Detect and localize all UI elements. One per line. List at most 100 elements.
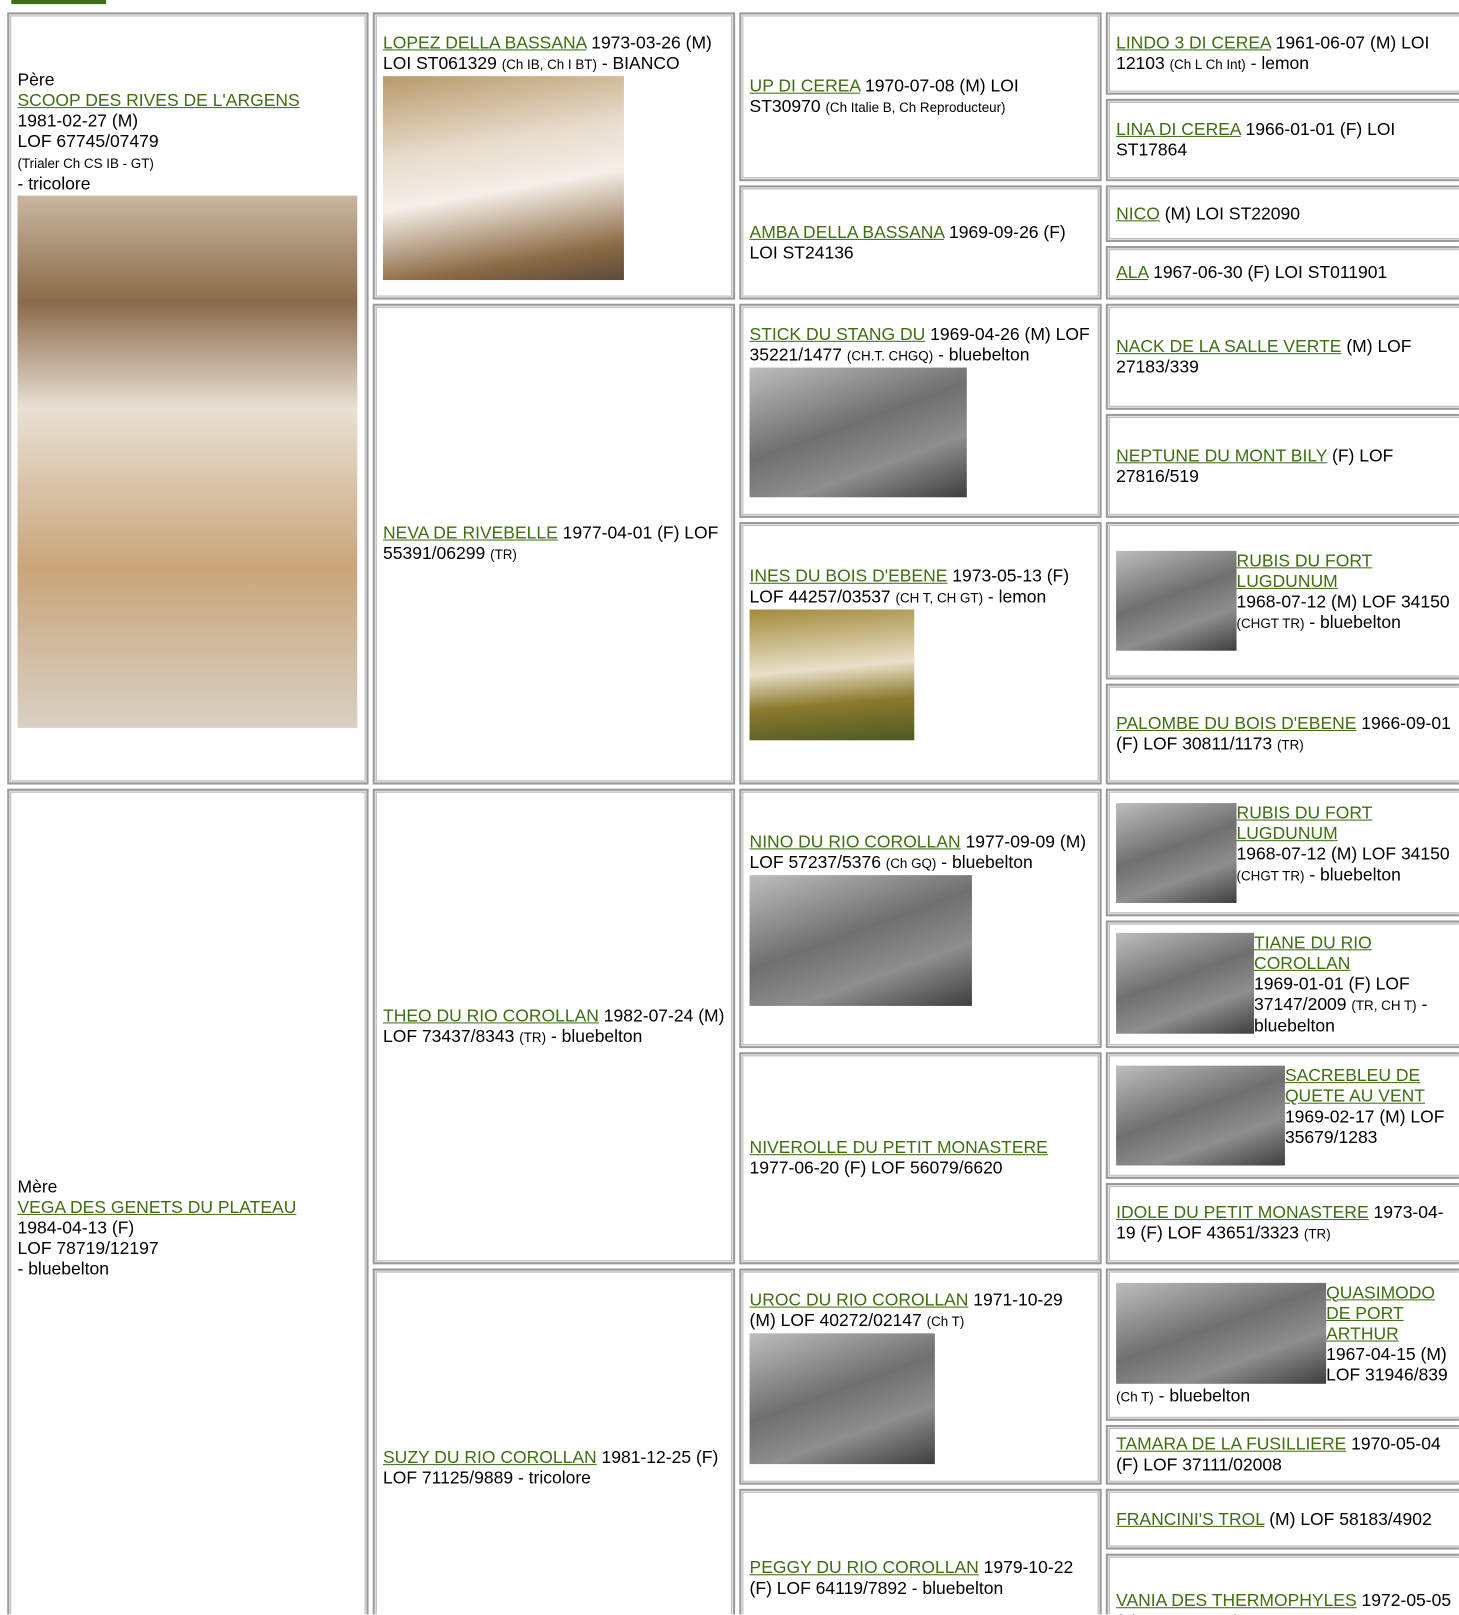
dog-name-link[interactable]: LINA DI CEREA <box>1116 119 1241 139</box>
dog-info: 1972-05-05 (F) LOF 42540/03117 <box>1116 1590 1452 1614</box>
dog-text: TIANE DU RIO COROLLAN 1969-01-01 (F) LOF … <box>1116 932 1454 1036</box>
dog-name-link[interactable]: INES DU BOIS D'EBENE <box>749 566 948 586</box>
dog-name-link[interactable]: NIVEROLLE DU PETIT MONASTERE <box>749 1137 1048 1158</box>
dog-info: 1966-09-01 (F) LOF 30811/1173 <box>1116 712 1451 754</box>
dog-text: UP DI CEREA 1970-07-08 (M) LOI ST30970 (… <box>750 76 1092 118</box>
dog-titles: (Ch T) <box>1116 1388 1154 1404</box>
dog-info: 1973-03-26 (M) LOI ST061329 <box>383 32 712 73</box>
dog-text: RUBIS DU FORT LUGDUNUM 1968-07-12 (M) LOF… <box>1116 550 1454 651</box>
pedigree-cell: TIANE DU RIO COROLLAN 1969-01-01 (F) LOF … <box>1105 920 1459 1049</box>
dog-text: QUASIMODO DE PORT ARTHUR 1967-04-15 (M) L… <box>1116 1282 1454 1407</box>
dog-info: 1961-06-07 (M) LOI 12103 <box>1116 32 1430 73</box>
dog-name-link[interactable]: FRANCINI'S TROL <box>1116 1508 1265 1529</box>
pedigree-cell: RUBIS DU FORT LUGDUNUM 1968-07-12 (M) LOF… <box>1105 522 1459 680</box>
dog-text: ALA 1967-06-30 (F) LOI ST011901 <box>1116 263 1454 284</box>
dog-titles: (Ch IB, Ch I BT) <box>501 56 597 72</box>
dog-titles: (Ch L Ch Int) <box>1169 56 1246 72</box>
dog-name-link[interactable]: STICK DU STANG DU <box>749 324 926 344</box>
dog-name-link[interactable]: ALA <box>1116 262 1149 283</box>
dog-titles: (TR) <box>1303 1226 1331 1242</box>
dog-text: LOPEZ DELLA BASSANA 1973-03-26 (M) LOI S… <box>383 32 725 74</box>
dog-name-link[interactable]: VEGA DES GENETS DU PLATEAU <box>17 1197 297 1217</box>
pedigree-cell: NINO DU RIO COROLLAN 1977-09-09 (M) LOF … <box>739 788 1102 1049</box>
dog-photo <box>1116 550 1237 651</box>
dog-color: - bluebelton <box>941 851 1033 872</box>
dog-color: - lemon <box>1250 53 1310 73</box>
dog-info: 1981-02-27 (M) <box>17 110 139 131</box>
dog-name-link[interactable]: NICO <box>1116 203 1160 223</box>
dog-info: 1984-04-13 (F) <box>17 1218 135 1238</box>
dog-text: NACK DE LA SALLE VERTE (M) LOF 27183/339 <box>1116 336 1454 377</box>
pedigree-cell: FRANCINI'S TROL (M) LOF 58183/4902 <box>1105 1488 1459 1550</box>
pedigree-cell: Mère VEGA DES GENETS DU PLATEAU 1984-04-13… <box>7 788 369 1615</box>
pedigree-cell: PALOMBE DU BOIS D'EBENE 1966-09-01 (F) L… <box>1105 683 1459 785</box>
dog-name-link[interactable]: TAMARA DE LA FUSILLIERE <box>1116 1434 1347 1454</box>
dog-name-link[interactable]: LINDO 3 DI CEREA <box>1116 32 1271 52</box>
dog-titles: (Trialer Ch CS IB - GT) <box>17 154 154 171</box>
dog-name-link[interactable]: SCOOP DES RIVES DE L'ARGENS <box>17 90 300 110</box>
dog-name-link[interactable]: NEVA DE RIVEBELLE <box>383 523 558 543</box>
dog-color: - bluebelton <box>1309 864 1401 884</box>
dog-name-link[interactable]: UROC DU RIO COROLLAN <box>749 1289 969 1310</box>
dog-photo <box>1116 1282 1327 1384</box>
pedigree-cell: PEGGY DU RIO COROLLAN 1979-10-22 (F) LOF… <box>739 1488 1102 1615</box>
dog-name-link[interactable]: THEO DU RIO COROLLAN <box>383 1005 599 1025</box>
pedigree-cell: NIVEROLLE DU PETIT MONASTERE 1977-06-20 … <box>739 1052 1102 1265</box>
dog-text: INES DU BOIS D'EBENE 1973-05-13 (F) LOF … <box>750 566 1092 608</box>
dog-text: NEPTUNE DU MONT BILY (F) LOF 27816/519 <box>1116 445 1454 486</box>
pedigree-cell: TAMARA DE LA FUSILLIERE 1970-05-04 (F) L… <box>1105 1424 1459 1485</box>
dog-text: VANIA DES THERMOPHYLES 1972-05-05 (F) LO… <box>1116 1590 1454 1614</box>
dog-titles: (TR) <box>519 1029 547 1045</box>
top-link[interactable] <box>11 0 107 5</box>
dog-name-link[interactable]: QUASIMODO DE PORT ARTHUR <box>1326 1282 1436 1344</box>
dog-titles: (Ch Italie B, Ch Reproducteur) <box>825 99 1006 115</box>
pedigree-cell: UROC DU RIO COROLLAN 1971-10-29 (M) LOF … <box>739 1268 1102 1485</box>
dog-name-link[interactable]: VANIA DES THERMOPHYLES <box>1116 1590 1357 1610</box>
dog-info: 1967-06-30 (F) LOI ST011901 <box>1153 262 1388 283</box>
pedigree-cell: VANIA DES THERMOPHYLES 1972-05-05 (F) LO… <box>1105 1553 1459 1615</box>
pedigree-cell: SACREBLEU DE QUETE AU VENT 1969-02-17 (M)… <box>1105 1052 1459 1179</box>
dog-text: AMBA DELLA BASSANA 1969-09-26 (F) LOI ST… <box>750 222 1092 263</box>
dog-name-link[interactable]: PEGGY DU RIO COROLLAN <box>749 1557 979 1578</box>
dog-text: NEVA DE RIVEBELLE 1977-04-01 (F) LOF 553… <box>383 523 725 565</box>
dog-titles: (TR) <box>490 546 517 563</box>
dog-photo <box>1116 932 1255 1034</box>
dog-photo <box>1116 802 1237 903</box>
dog-name-link[interactable]: TIANE DU RIO COROLLAN <box>1254 932 1372 973</box>
dog-photo <box>749 367 967 498</box>
dog-info: 1966-01-01 (F) LOI ST17864 <box>1116 119 1396 160</box>
pedigree-cell: SUZY DU RIO COROLLAN 1981-12-25 (F) LOF … <box>372 1268 736 1615</box>
dog-name-link[interactable]: RUBIS DU FORT LUGDUNUM <box>1236 802 1373 843</box>
dog-text: STICK DU STANG DU 1969-04-26 (M) LOF 352… <box>750 324 1092 366</box>
dog-name-link[interactable]: LOPEZ DELLA BASSANA <box>383 32 587 52</box>
dog-titles: (Ch GQ) <box>885 855 937 871</box>
dog-color: - bluebelton <box>938 344 1030 365</box>
dog-name-link[interactable]: IDOLE DU PETIT MONASTERE <box>1116 1202 1369 1223</box>
parent-label: Mère <box>17 1176 58 1197</box>
dog-name-link[interactable]: AMBA DELLA BASSANA <box>749 221 945 242</box>
dog-photo <box>749 609 915 741</box>
dog-info: 1970-07-08 (M) LOI ST30970 <box>749 75 1019 116</box>
dog-name-link[interactable]: UP DI CEREA <box>749 75 861 96</box>
dog-name-link[interactable]: NACK DE LA SALLE VERTE <box>1116 336 1342 356</box>
dog-info: LOF 78719/12197 <box>17 1238 159 1259</box>
dog-name-link[interactable]: NEPTUNE DU MONT BILY <box>1116 445 1328 465</box>
dog-info: LOF 67745/07479 <box>17 131 159 151</box>
dog-name-link[interactable]: SACREBLEU DE QUETE AU VENT <box>1284 1065 1425 1106</box>
dog-name-link[interactable]: NINO DU RIO COROLLAN <box>749 831 961 851</box>
dog-color: - bluebelton <box>1309 612 1401 633</box>
parent-label: Père <box>17 69 55 90</box>
dog-photo <box>1116 1065 1285 1166</box>
dog-name-link[interactable]: RUBIS DU FORT LUGDUNUM <box>1236 550 1373 591</box>
pedigree-cell: IDOLE DU PETIT MONASTERE 1973-04-19 (F) … <box>1105 1183 1459 1265</box>
dog-name-link[interactable]: SUZY DU RIO COROLLAN <box>383 1447 597 1468</box>
dog-info: 1969-02-17 (M) LOF 35679/1283 <box>1284 1106 1445 1147</box>
pedigree-cell: NICO (M) LOI ST22090 <box>1105 185 1459 242</box>
dog-text: UROC DU RIO COROLLAN 1971-10-29 (M) LOF … <box>750 1290 1092 1332</box>
dog-text: IDOLE DU PETIT MONASTERE 1973-04-19 (F) … <box>1116 1203 1454 1245</box>
dog-info: 1977-09-09 (M) LOF 57237/5376 <box>749 831 1087 872</box>
dog-name-link[interactable]: PALOMBE DU BOIS D'EBENE <box>1116 712 1357 733</box>
dog-photo <box>749 874 972 1006</box>
